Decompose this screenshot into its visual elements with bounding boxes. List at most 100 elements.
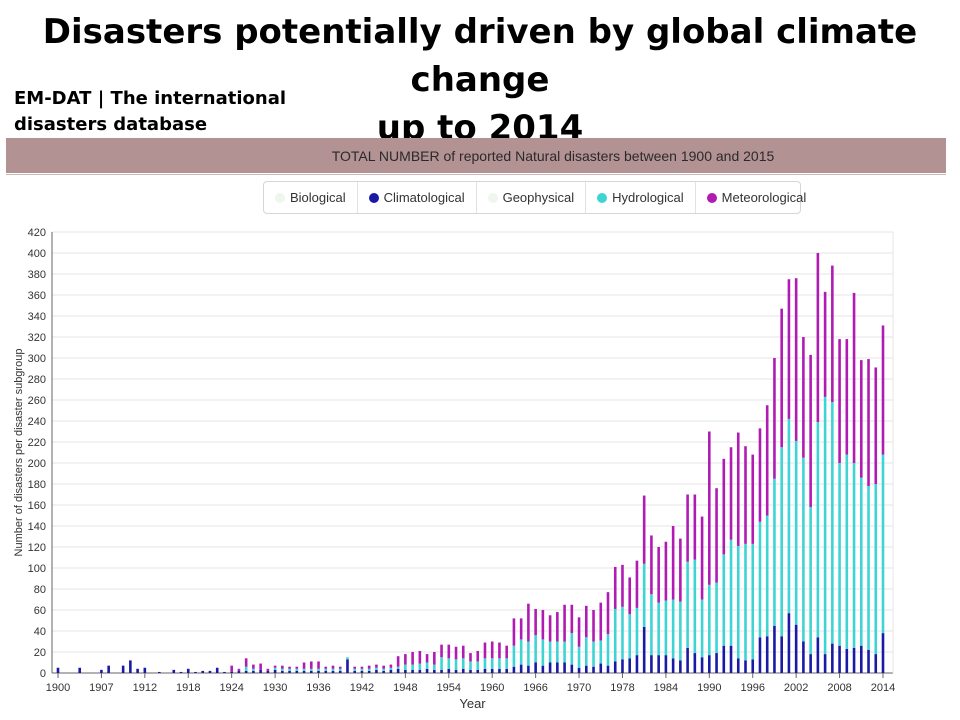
bar-meteorological-1946: [389, 664, 393, 668]
bar-climatological-1926: [244, 670, 248, 673]
bar-hydrological-1944: [375, 667, 378, 670]
bar-climatological-1911: [136, 668, 139, 673]
bar-meteorological-2002: [794, 278, 798, 441]
bar-hydrological-2011: [859, 477, 863, 646]
bar-hydrological-1949: [411, 664, 414, 670]
bar-meteorological-1963: [512, 618, 516, 646]
bar-meteorological-1931: [281, 665, 284, 669]
bar-climatological-1977: [613, 661, 617, 673]
y-tick-label: 380: [28, 269, 46, 281]
bar-climatological-2009: [845, 648, 849, 673]
legend-swatch: [368, 192, 379, 203]
y-tick-label: 360: [28, 290, 46, 302]
y-tick-label: 260: [28, 395, 46, 407]
bar-climatological-1972: [577, 667, 581, 673]
bar-meteorological-1945: [382, 665, 385, 669]
bar-meteorological-2010: [852, 292, 856, 463]
bar-hydrological-1996: [751, 543, 755, 660]
bar-hydrological-2012: [867, 486, 870, 650]
bar-hydrological-1970: [563, 641, 566, 663]
bar-hydrological-1977: [613, 608, 617, 662]
y-tick-label: 40: [34, 626, 46, 638]
bar-climatological-1966: [534, 662, 537, 673]
bar-climatological-1987: [686, 647, 689, 673]
bar-climatological-1947: [396, 668, 400, 673]
bar-hydrological-1930: [273, 667, 277, 670]
bar-meteorological-1949: [411, 652, 414, 665]
bar-hydrological-1965: [527, 641, 530, 666]
legend-label: Biological: [290, 190, 346, 205]
bar-climatological-1997: [758, 637, 762, 673]
bar-hydrological-1974: [592, 641, 595, 667]
bar-climatological-1953: [440, 669, 443, 673]
bar-hydrological-1991: [715, 582, 718, 654]
bar-hydrological-1940: [346, 657, 349, 660]
legend-item-climatological[interactable]: Climatological: [358, 182, 477, 213]
bar-climatological-1930: [273, 669, 277, 673]
y-tick-label: 340: [28, 311, 46, 323]
bar-meteorological-1999: [773, 358, 776, 479]
bar-climatological-1973: [584, 665, 588, 673]
bar-climatological-2002: [794, 624, 798, 673]
bar-climatological-1918: [186, 668, 190, 673]
bar-meteorological-1985: [671, 526, 675, 600]
bar-climatological-1916: [172, 669, 176, 673]
bar-meteorological-1978: [621, 564, 624, 607]
y-tick-label: 420: [28, 227, 46, 239]
bar-climatological-1931: [281, 670, 284, 673]
x-tick-label: 1942: [350, 682, 374, 694]
bar-meteorological-1952: [433, 652, 436, 665]
stacked-bar-chart: 0 20 40 60 80 100 120 140 160 180 200 220 240 260 280 3…: [13, 227, 895, 711]
bar-climatological-2011: [859, 645, 863, 673]
y-tick-label: 100: [28, 563, 46, 575]
bar-meteorological-1930: [273, 665, 277, 668]
x-axis-title: Year: [459, 696, 486, 711]
bar-climatological-1984: [664, 655, 668, 673]
bar-climatological-1950: [418, 669, 422, 673]
bar-climatological-1951: [425, 668, 429, 673]
bar-meteorological-1992: [722, 458, 726, 555]
bar-climatological-2000: [780, 636, 783, 673]
bar-meteorological-1990: [708, 431, 711, 585]
legend-item-geophysical[interactable]: Geophysical: [477, 182, 587, 213]
bar-climatological-1909: [121, 665, 125, 673]
bar-meteorological-1975: [599, 602, 603, 641]
bar-hydrological-1943: [367, 668, 371, 671]
bar-meteorological-1988: [693, 494, 697, 560]
bar-meteorological-1924: [230, 665, 233, 672]
bar-climatological-1928: [259, 669, 262, 673]
x-tick-label: 1907: [89, 682, 113, 694]
bar-climatological-1945: [382, 670, 385, 673]
bar-hydrological-1933: [295, 668, 299, 671]
bar-meteorological-1927: [252, 664, 255, 669]
bar-hydrological-1947: [396, 666, 400, 669]
bar-climatological-1900: [56, 667, 60, 673]
y-tick-label: 300: [28, 353, 46, 365]
x-tick-label: 1966: [523, 682, 547, 694]
bar-meteorological-2004: [809, 354, 812, 508]
bar-climatological-1940: [346, 659, 349, 673]
legend-item-meteorological[interactable]: Meteorological: [696, 182, 818, 213]
bar-climatological-1986: [679, 660, 682, 673]
bar-hydrological-1954: [447, 658, 451, 669]
bar-hydrological-1959: [483, 658, 487, 669]
x-tick-label: 1978: [610, 682, 634, 694]
bar-climatological-1978: [621, 659, 624, 673]
bar-climatological-1949: [411, 669, 414, 673]
bar-climatological-1980: [635, 655, 639, 673]
y-tick-label: 60: [34, 605, 46, 617]
legend-swatch: [275, 192, 285, 203]
bar-climatological-1942: [360, 670, 364, 673]
bar-meteorological-1976: [606, 592, 610, 635]
bar-climatological-1906: [100, 669, 103, 673]
bar-meteorological-1948: [404, 654, 407, 665]
bar-hydrological-2005: [816, 422, 820, 638]
bar-hydrological-1952: [433, 664, 436, 670]
legend-item-hydrological[interactable]: Hydrological: [586, 182, 696, 213]
bar-climatological-1959: [483, 668, 487, 673]
legend-item-biological[interactable]: Biological: [264, 182, 358, 213]
bar-meteorological-1983: [657, 547, 660, 603]
x-tick-label: 1936: [306, 682, 330, 694]
chart-banner: TOTAL NUMBER of reported Natural disaste…: [6, 138, 946, 173]
bar-climatological-1946: [389, 669, 393, 673]
